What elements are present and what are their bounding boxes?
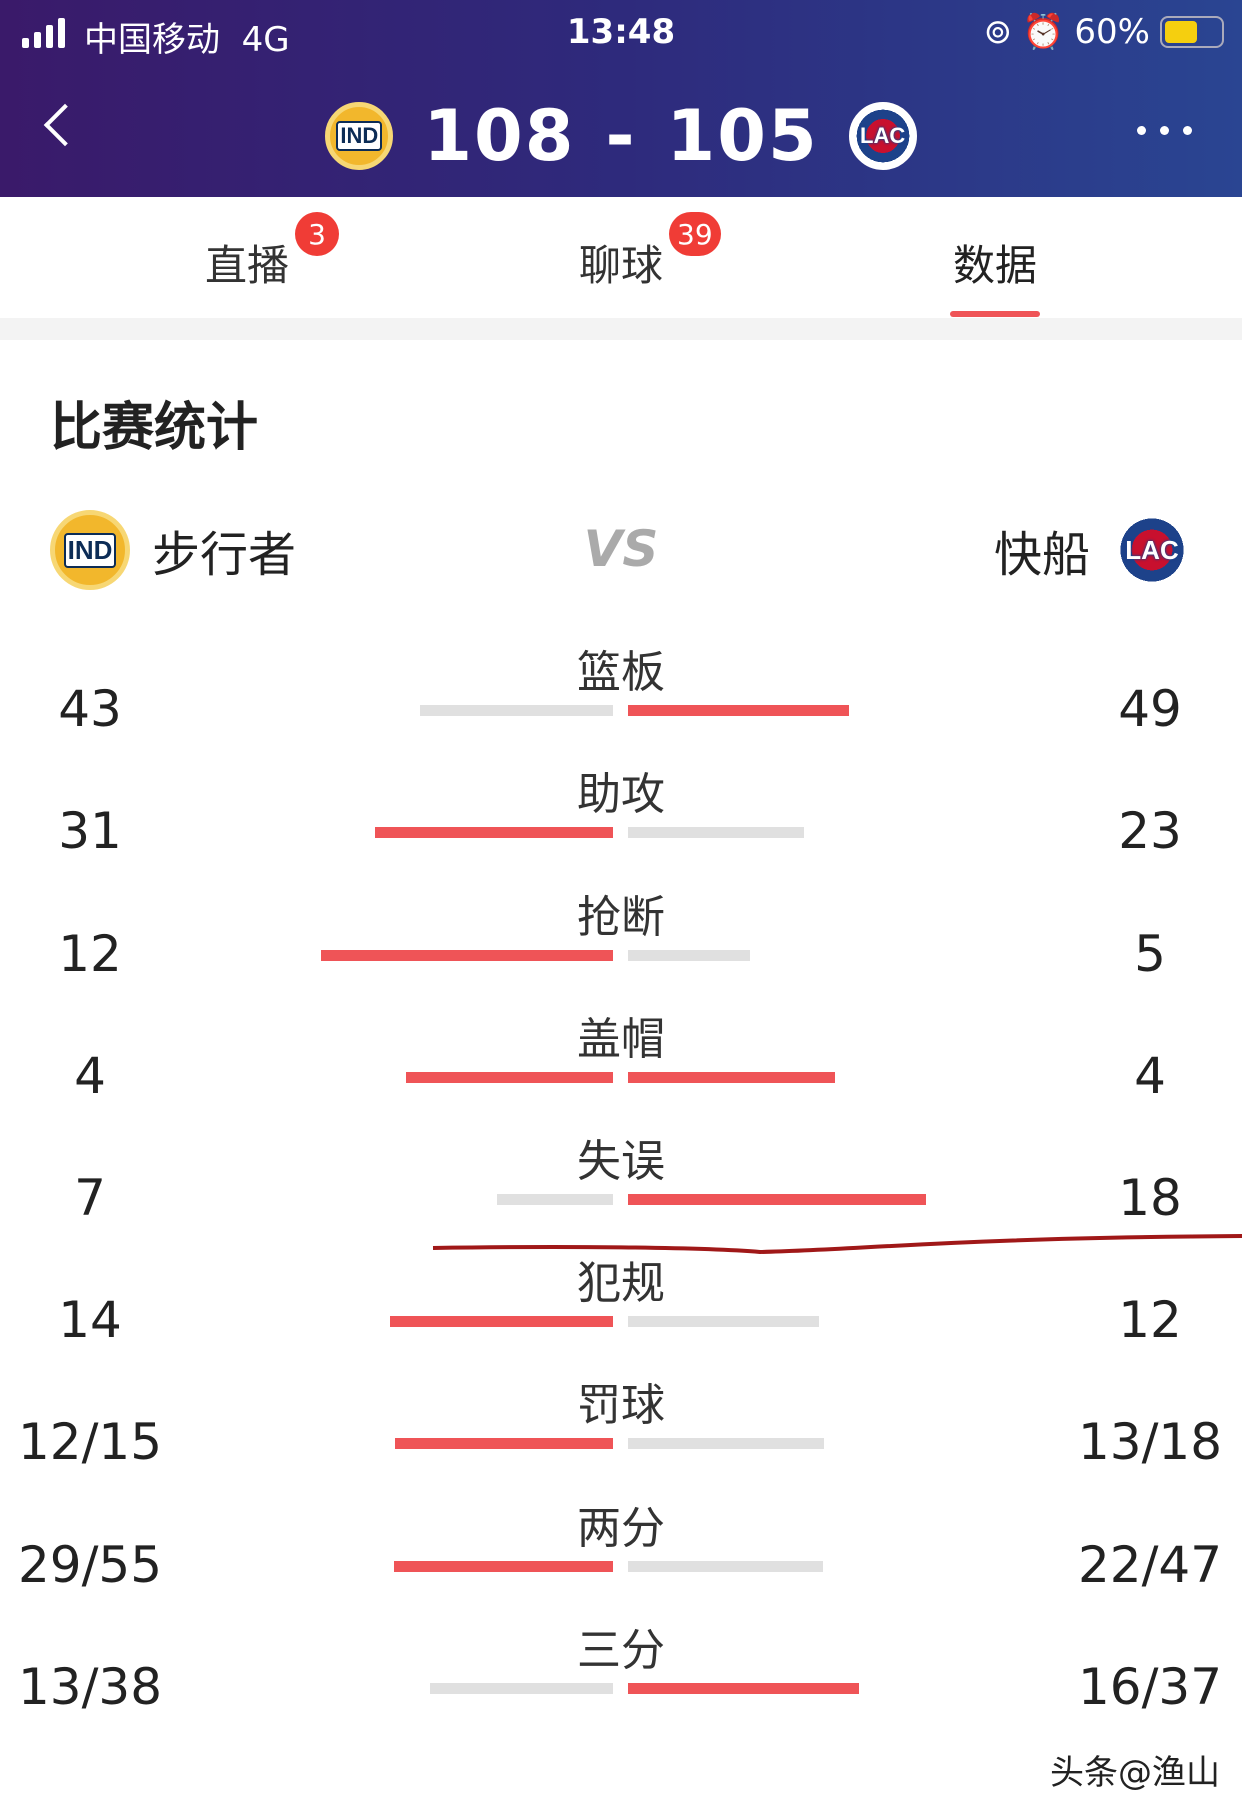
home-stat-bar	[497, 1194, 613, 1205]
network-type: 4G	[241, 20, 290, 60]
stat-label: 抢断	[577, 892, 665, 943]
alarm-icon: ⏰	[1022, 12, 1065, 52]
away-stat-bar	[628, 1316, 820, 1327]
section-title: 比赛统计	[50, 398, 259, 458]
vs-label: VS	[583, 520, 659, 578]
tab-label: 直播	[204, 241, 289, 290]
away-stat-value: 23	[1118, 802, 1182, 860]
home-stat-bar	[419, 705, 613, 716]
home-stat-value: 13/38	[17, 1658, 163, 1716]
home-stat-bar	[390, 1316, 613, 1327]
score-separator: -	[605, 95, 637, 177]
away-stat-bar	[628, 1561, 823, 1572]
stat-row: 助攻 31 23	[0, 762, 1242, 884]
away-team: 快船 LAC	[994, 510, 1192, 590]
watermark: 头条@渔山	[1050, 1753, 1220, 1793]
away-score: 105	[666, 95, 819, 177]
home-team: IND 步行者	[50, 510, 296, 590]
stat-label: 三分	[577, 1625, 665, 1676]
stat-row: 篮板 43 49	[0, 640, 1242, 762]
clock: 13:48	[566, 12, 676, 52]
away-team-logo: LAC	[848, 102, 917, 170]
away-stat-value: 4	[1134, 1047, 1166, 1105]
home-team-logo: IND	[50, 510, 130, 590]
tab-label: 数据	[952, 241, 1037, 290]
divider	[0, 318, 1242, 340]
stat-label: 失误	[577, 1136, 665, 1187]
home-stat-value: 43	[58, 680, 122, 738]
stat-label: 篮板	[577, 647, 665, 698]
stat-label: 犯规	[577, 1258, 665, 1309]
home-stat-value: 29/55	[17, 1536, 163, 1594]
away-logo-text: LAC	[1125, 534, 1179, 565]
stat-row: 盖帽 4 4	[0, 1007, 1242, 1129]
away-stat-value: 16/37	[1077, 1658, 1223, 1716]
stat-label: 两分	[577, 1503, 665, 1554]
tab-bar: 直播 3 聊球 39 数据	[0, 197, 1242, 318]
home-stat-value: 31	[58, 802, 122, 860]
rotation-lock-icon: ⊚	[983, 12, 1013, 52]
away-stat-bar	[628, 705, 849, 716]
home-stat-value: 14	[58, 1291, 122, 1349]
home-stat-value: 12/15	[17, 1413, 163, 1471]
away-team-name: 快船	[993, 527, 1090, 583]
away-stat-value: 12	[1118, 1291, 1182, 1349]
battery-icon	[1160, 16, 1224, 48]
status-bar: 中国移动 4G 13:48 ⊚ ⏰ 60%	[0, 10, 1242, 60]
away-stat-bar	[628, 1438, 825, 1449]
status-right: ⊚ ⏰ 60%	[984, 12, 1224, 52]
home-team-logo: IND	[325, 102, 394, 170]
carrier: 中国移动 4G	[84, 12, 290, 61]
home-stat-bar	[430, 1683, 613, 1694]
home-stat-bar	[406, 1072, 613, 1083]
stat-row: 罚球 12/15 13/18	[0, 1373, 1242, 1495]
home-stat-bar	[393, 1561, 613, 1572]
active-tab-indicator	[950, 311, 1040, 317]
stat-label: 罚球	[577, 1380, 665, 1431]
home-stat-bar	[395, 1438, 613, 1449]
home-score: 108	[423, 95, 576, 177]
tab-data[interactable]: 数据	[895, 232, 1095, 293]
away-stat-value: 22/47	[1077, 1536, 1223, 1594]
stat-label: 助攻	[577, 769, 665, 820]
carrier-name: 中国移动	[84, 20, 220, 60]
away-team-logo: LAC	[1112, 510, 1192, 590]
tab-chat[interactable]: 聊球 39	[521, 212, 721, 293]
signal-icon	[22, 18, 65, 48]
away-stat-bar	[628, 1683, 860, 1694]
away-stat-bar	[628, 1072, 835, 1083]
tab-label: 聊球	[578, 241, 663, 290]
stat-label: 盖帽	[577, 1014, 665, 1065]
home-logo-text: IND	[63, 532, 117, 568]
home-stat-bar	[375, 827, 613, 838]
away-stat-bar	[628, 950, 750, 961]
home-stat-value: 7	[74, 1169, 106, 1227]
battery-percent: 60%	[1074, 12, 1150, 52]
notification-badge: 3	[295, 212, 339, 256]
home-logo-text: IND	[336, 121, 383, 151]
stat-row: 三分 13/38 16/37	[0, 1618, 1242, 1740]
home-team-name: 步行者	[152, 527, 297, 583]
scoreboard: IND 108 - 105 LAC	[0, 95, 1242, 177]
stat-row: 犯规 14 12	[0, 1251, 1242, 1373]
match-header: 中国移动 4G 13:48 ⊚ ⏰ 60% IND 108 - 105 LAC	[0, 0, 1242, 197]
tab-live[interactable]: 直播 3	[147, 212, 347, 293]
home-stat-bar	[320, 950, 613, 961]
away-stat-bar	[628, 1194, 927, 1205]
stat-row: 失误 7 18	[0, 1129, 1242, 1251]
away-stat-value: 5	[1134, 925, 1166, 983]
away-stat-value: 13/18	[1077, 1413, 1223, 1471]
away-stat-value: 18	[1118, 1169, 1182, 1227]
away-logo-text: LAC	[860, 123, 906, 148]
home-stat-value: 12	[58, 925, 122, 983]
home-stat-value: 4	[74, 1047, 106, 1105]
stat-row: 抢断 12 5	[0, 885, 1242, 1007]
stat-row: 两分 29/55 22/47	[0, 1496, 1242, 1618]
away-stat-bar	[628, 827, 805, 838]
notification-badge: 39	[669, 212, 721, 256]
more-options-icon[interactable]	[1137, 126, 1192, 135]
away-stat-value: 49	[1118, 680, 1182, 738]
